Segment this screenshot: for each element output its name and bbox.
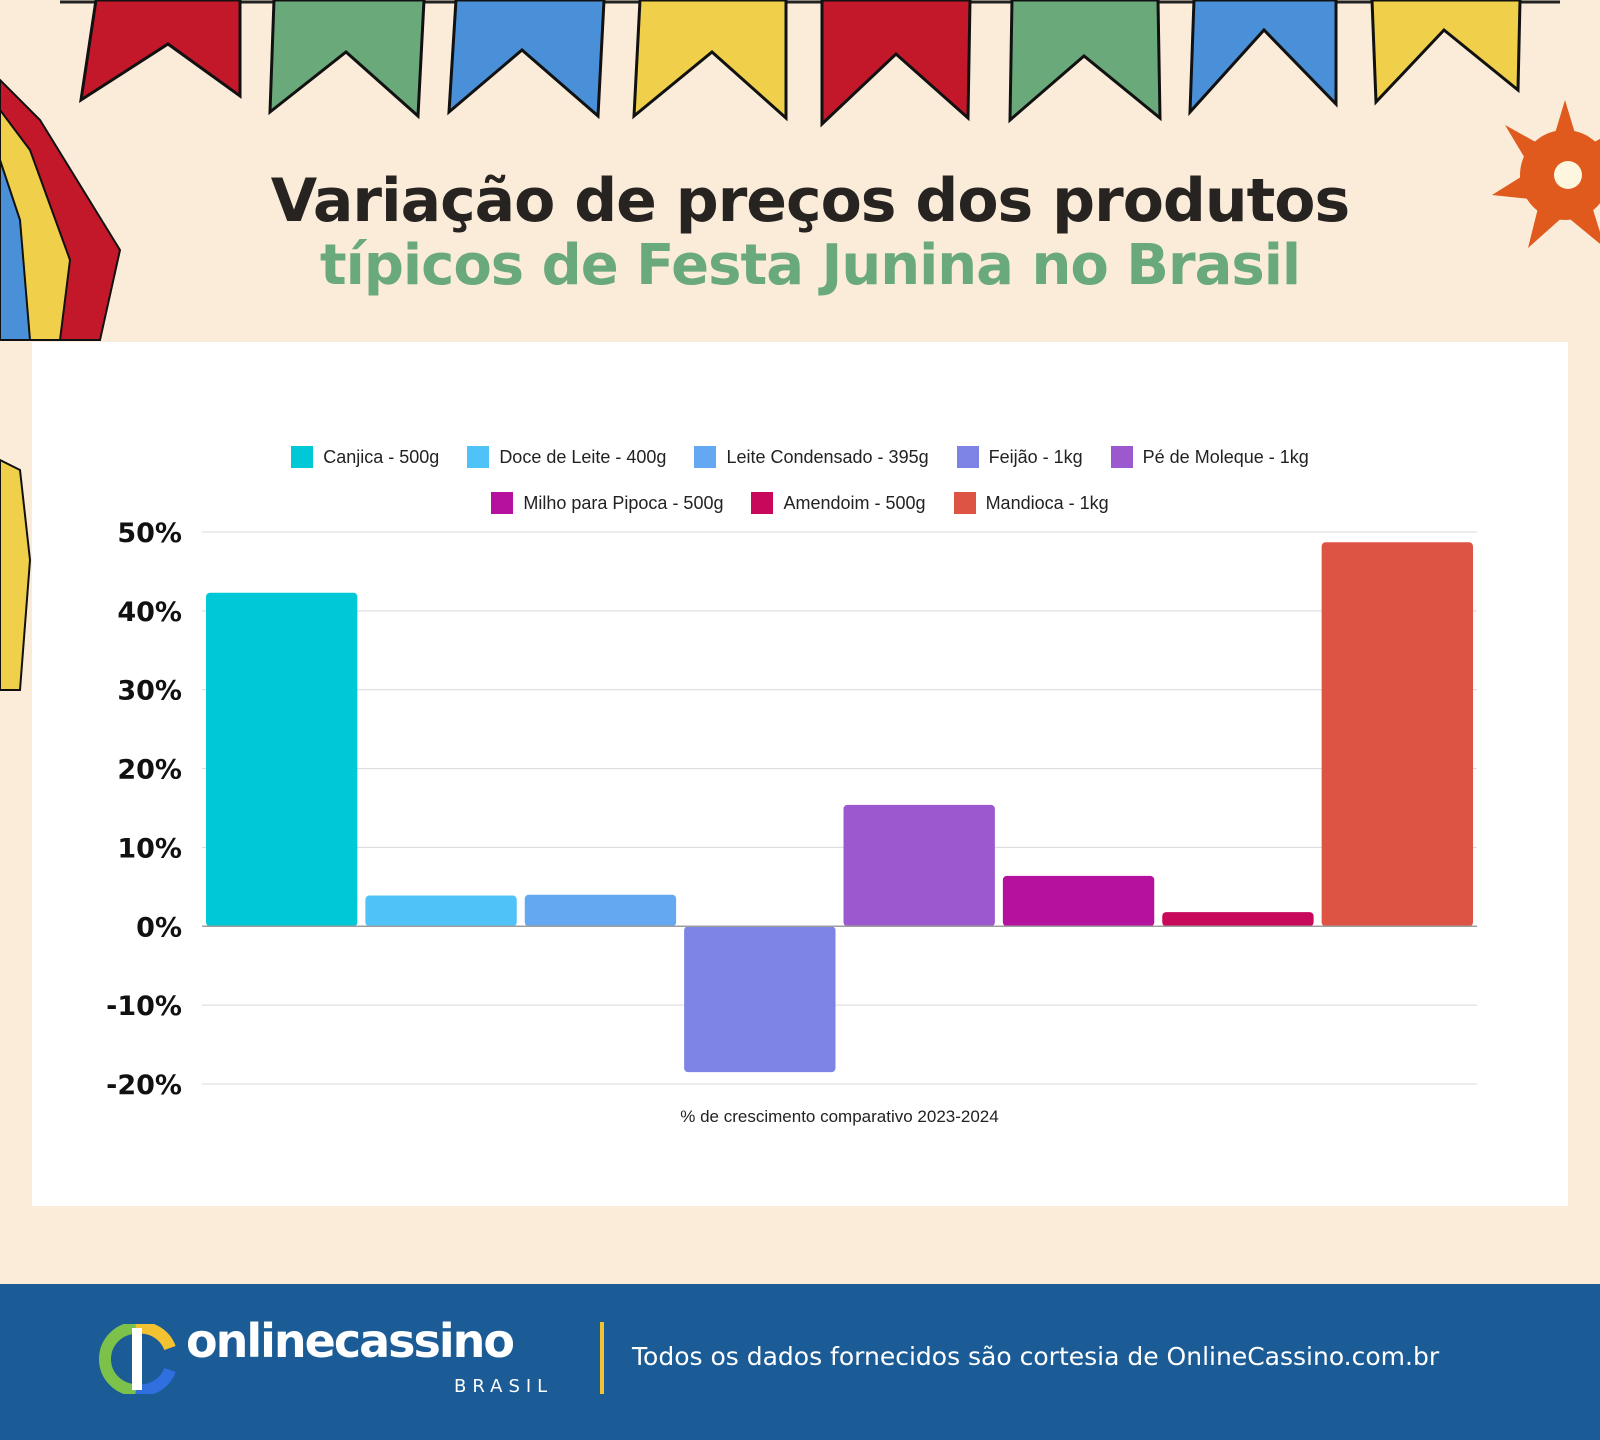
legend-swatch [1110, 446, 1133, 468]
y-tick-label: 30% [117, 676, 182, 707]
footer: onlinecassino BRASIL Todos os dados forn… [0, 1284, 1600, 1440]
page-title: Variação de preços dos produtos [270, 166, 1350, 236]
bar-1 [206, 592, 358, 927]
legend-label: Doce de Leite - 400g [499, 446, 667, 467]
legend-item: Amendoim - 500g [751, 492, 926, 514]
bunting-flag [79, 0, 242, 104]
bar-6 [1002, 875, 1155, 927]
chart-card: Canjica - 500g Doce de Leite - 400g Leit… [32, 342, 1568, 1206]
bar-5 [843, 804, 995, 927]
legend-item: Milho para Pipoca - 500g [491, 492, 723, 514]
legend-row-1: Canjica - 500g Doce de Leite - 400g Leit… [32, 446, 1568, 468]
legend-label: Milho para Pipoca - 500g [523, 492, 724, 513]
legend-label: Mandioca - 1kg [985, 492, 1109, 513]
bunting-flag [1370, 0, 1522, 106]
logo-text: onlinecassino [186, 1314, 515, 1368]
bunting-flag [820, 0, 972, 128]
bunting-flag [268, 0, 426, 120]
y-tick-label: 20% [117, 755, 182, 786]
legend-swatch [467, 446, 490, 468]
legend-swatch [751, 492, 774, 514]
bar-7 [1162, 912, 1314, 927]
legend-label: Canjica - 500g [323, 446, 440, 467]
logo-subtext: BRASIL [454, 1376, 554, 1397]
legend-label: Leite Condensado - 395g [726, 446, 929, 467]
legend-label: Amendoim - 500g [783, 492, 926, 513]
y-tick-label: 40% [117, 597, 182, 628]
legend-item: Canjica - 500g [291, 446, 439, 468]
bar-3 [524, 894, 677, 927]
footer-divider [600, 1322, 604, 1394]
legend-label: Pé de Moleque - 1kg [1142, 446, 1309, 467]
bar-2 [365, 895, 517, 927]
bunting-flag [447, 0, 606, 120]
logo-icon [99, 1324, 176, 1394]
legend-swatch [694, 446, 717, 468]
legend-swatch [491, 492, 514, 514]
legend-label: Feijão - 1kg [988, 446, 1083, 467]
page-subtitle: típicos de Festa Junina no Brasil [319, 233, 1301, 298]
legend-item: Pé de Moleque - 1kg [1110, 446, 1309, 468]
legend-item: Feijão - 1kg [956, 446, 1083, 468]
bar-chart: 50% 40% 30% 20% 10% 0% -10% -20% % de cresciment… [106, 518, 1477, 1126]
y-tick-label: -20% [106, 1070, 182, 1101]
bunting-flags [60, 0, 1560, 128]
bunting-flag [1188, 0, 1338, 117]
legend-row-2: Milho para Pipoca - 500g Amendoim - 500g… [32, 492, 1568, 514]
bar-8 [1321, 542, 1473, 927]
balloon-lantern [0, 78, 122, 691]
legend-item: Leite Condensado - 395g [694, 446, 929, 468]
flower-ornament [1492, 100, 1600, 248]
footer-attribution: Todos os dados fornecidos são cortesia d… [632, 1342, 1440, 1371]
legend-swatch [956, 446, 979, 468]
x-axis-label: % de crescimento comparativo 2023-2024 [680, 1107, 998, 1126]
y-tick-label: 10% [117, 833, 182, 864]
legend-item: Mandioca - 1kg [953, 492, 1109, 514]
y-tick-label: -10% [106, 991, 182, 1022]
bunting-flag [1008, 0, 1162, 124]
y-tick-label: 0% [136, 912, 182, 943]
legend-item: Doce de Leite - 400g [467, 446, 666, 468]
bar-4 [684, 926, 836, 1073]
bunting-flag [632, 0, 788, 122]
festa-junina-decoration [0, 0, 1600, 691]
legend-swatch [291, 446, 314, 468]
legend-swatch [953, 492, 976, 514]
y-tick-label: 50% [117, 518, 182, 549]
